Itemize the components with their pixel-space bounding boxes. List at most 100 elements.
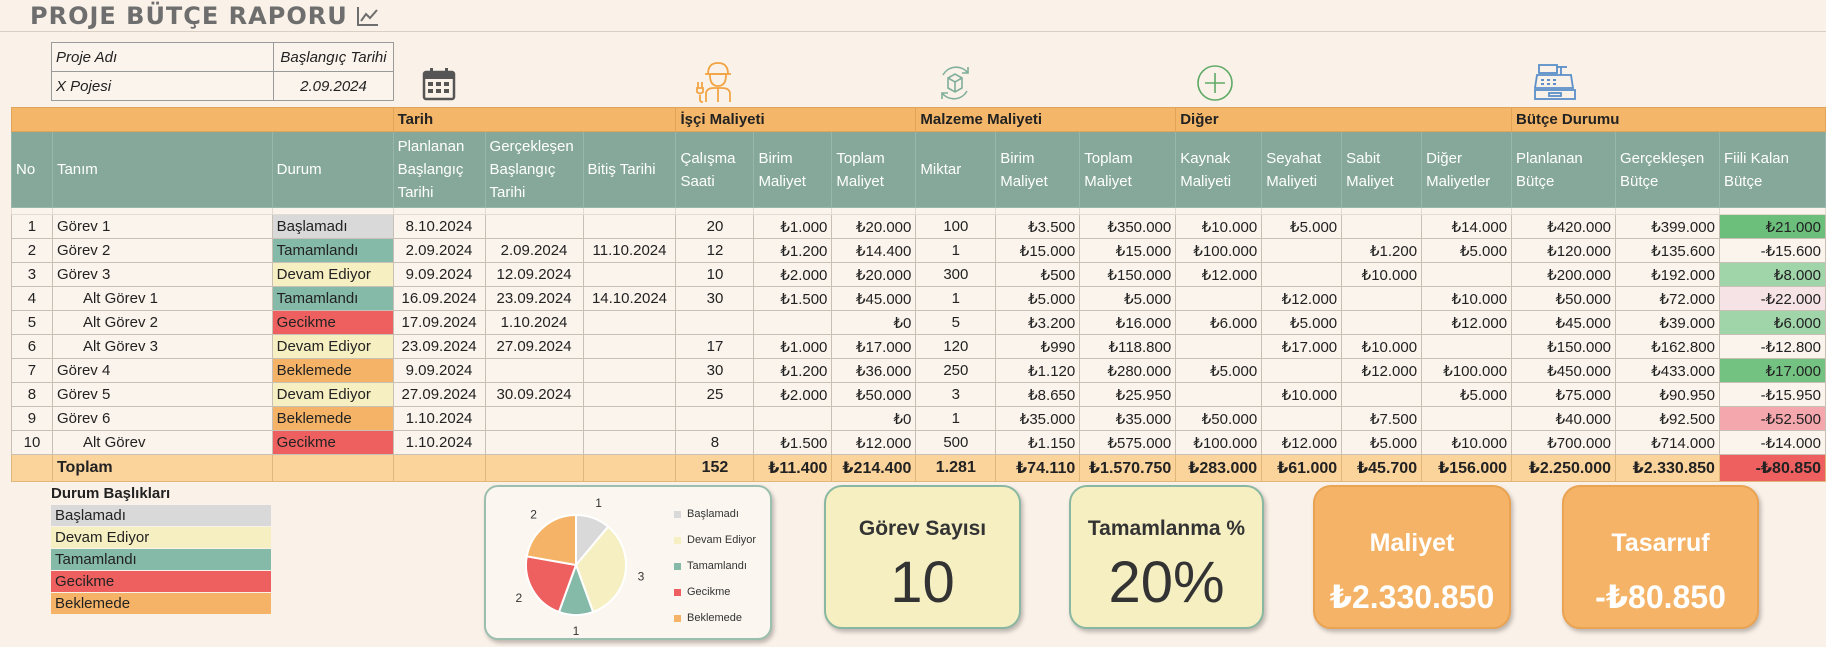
cell-miktar[interactable]: 1 [915, 238, 997, 263]
cell-malzeme-birim-maliyet[interactable]: ₺990 [995, 334, 1081, 359]
cell-sabit-maliyet[interactable] [1341, 310, 1423, 335]
cell-diger-maliyetler[interactable] [1421, 334, 1513, 359]
cell-diger-maliyetler[interactable]: ₺5.000 [1421, 238, 1513, 263]
cell-malzeme-toplam-maliyet[interactable]: ₺5.000 [1079, 286, 1177, 311]
cell-tanim[interactable]: Alt Görev 1 [51, 286, 273, 311]
cell-fiili-kalan-butce[interactable]: -₺14.000 [1718, 430, 1826, 455]
cell-kaynak-maliyeti[interactable]: ₺100.000 [1175, 430, 1263, 455]
cell-planlanan-butce[interactable]: ₺150.000 [1511, 334, 1616, 359]
cell-kaynak-maliyeti[interactable]: ₺100.000 [1175, 238, 1263, 263]
cell-gerceklesen-butce[interactable]: ₺433.000 [1615, 358, 1720, 383]
cell-fiili-kalan-butce[interactable]: ₺17.000 [1718, 358, 1826, 383]
cell-kaynak-maliyeti[interactable]: ₺5.000 [1175, 358, 1263, 383]
cell-isci-toplam-maliyet[interactable]: ₺20.000 [831, 214, 917, 239]
cell-tanim[interactable]: Görev 4 [51, 358, 273, 383]
cell-gerceklesen-baslangic[interactable] [484, 406, 584, 431]
cell-planlanan-baslangic[interactable]: 9.09.2024 [392, 358, 486, 383]
cell-bitis-tarihi[interactable] [582, 310, 677, 335]
cell-bitis-tarihi[interactable] [582, 214, 677, 239]
cell-durum[interactable]: Tamamlandı [271, 286, 394, 311]
cell-calisma-saati[interactable]: 30 [675, 358, 755, 383]
cell-seyahat-maliyeti[interactable] [1261, 238, 1343, 263]
cell-no[interactable]: 8 [11, 382, 53, 407]
cell-tanim[interactable]: Görev 3 [51, 262, 273, 287]
cell-calisma-saati[interactable] [675, 310, 755, 335]
cell-gerceklesen-baslangic[interactable]: 23.09.2024 [484, 286, 584, 311]
cell-miktar[interactable]: 5 [915, 310, 997, 335]
cell-planlanan-baslangic[interactable]: 1.10.2024 [392, 430, 486, 455]
cell-planlanan-baslangic[interactable]: 23.09.2024 [392, 334, 486, 359]
cell-isci-birim-maliyet[interactable]: ₺1.000 [753, 214, 833, 239]
cell-seyahat-maliyeti[interactable]: ₺5.000 [1261, 214, 1343, 239]
cell-malzeme-toplam-maliyet[interactable]: ₺35.000 [1079, 406, 1177, 431]
cell-malzeme-birim-maliyet[interactable]: ₺500 [995, 262, 1081, 287]
cell-gerceklesen-butce[interactable]: ₺162.800 [1615, 334, 1720, 359]
cell-isci-birim-maliyet[interactable] [753, 406, 833, 431]
cell-planlanan-butce[interactable]: ₺75.000 [1511, 382, 1616, 407]
cell-isci-toplam-maliyet[interactable]: ₺17.000 [831, 334, 917, 359]
cell-bitis-tarihi[interactable]: 11.10.2024 [582, 238, 677, 263]
cell-seyahat-maliyeti[interactable]: ₺17.000 [1261, 334, 1343, 359]
cell-malzeme-birim-maliyet[interactable]: ₺3.200 [995, 310, 1081, 335]
cell-calisma-saati[interactable] [675, 406, 755, 431]
cell-isci-toplam-maliyet[interactable]: ₺20.000 [831, 262, 917, 287]
cell-gerceklesen-butce[interactable]: ₺90.950 [1615, 382, 1720, 407]
cell-seyahat-maliyeti[interactable] [1261, 262, 1343, 287]
cell-planlanan-baslangic[interactable]: 27.09.2024 [392, 382, 486, 407]
cell-malzeme-birim-maliyet[interactable]: ₺35.000 [995, 406, 1081, 431]
cell-isci-birim-maliyet[interactable]: ₺2.000 [753, 262, 833, 287]
cell-tanim[interactable]: Alt Görev 2 [51, 310, 273, 335]
cell-fiili-kalan-butce[interactable]: ₺8.000 [1718, 262, 1826, 287]
cell-durum[interactable]: Devam Ediyor [271, 334, 394, 359]
cell-malzeme-toplam-maliyet[interactable]: ₺575.000 [1079, 430, 1177, 455]
cell-durum[interactable]: Beklemede [271, 406, 394, 431]
cell-tanim[interactable]: Görev 6 [51, 406, 273, 431]
cell-miktar[interactable]: 100 [915, 214, 997, 239]
cell-kaynak-maliyeti[interactable]: ₺50.000 [1175, 406, 1263, 431]
cell-isci-birim-maliyet[interactable]: ₺1.500 [753, 430, 833, 455]
cell-malzeme-birim-maliyet[interactable]: ₺1.120 [995, 358, 1081, 383]
cell-planlanan-baslangic[interactable]: 9.09.2024 [392, 262, 486, 287]
cell-calisma-saati[interactable]: 25 [675, 382, 755, 407]
cell-malzeme-toplam-maliyet[interactable]: ₺280.000 [1079, 358, 1177, 383]
cell-malzeme-birim-maliyet[interactable]: ₺3.500 [995, 214, 1081, 239]
cell-calisma-saati[interactable]: 20 [675, 214, 755, 239]
cell-malzeme-birim-maliyet[interactable]: ₺1.150 [995, 430, 1081, 455]
cell-gerceklesen-butce[interactable]: ₺72.000 [1615, 286, 1720, 311]
cell-no[interactable]: 7 [11, 358, 53, 383]
cell-malzeme-toplam-maliyet[interactable]: ₺25.950 [1079, 382, 1177, 407]
cell-gerceklesen-butce[interactable]: ₺192.000 [1615, 262, 1720, 287]
cell-isci-toplam-maliyet[interactable]: ₺50.000 [831, 382, 917, 407]
cell-tanim[interactable]: Alt Görev [51, 430, 273, 455]
cell-planlanan-baslangic[interactable]: 1.10.2024 [392, 406, 486, 431]
cell-sabit-maliyet[interactable]: ₺7.500 [1341, 406, 1423, 431]
cell-tanim[interactable]: Görev 1 [51, 214, 273, 239]
cell-tanim[interactable]: Görev 2 [51, 238, 273, 263]
cell-kaynak-maliyeti[interactable]: ₺6.000 [1175, 310, 1263, 335]
cell-planlanan-butce[interactable]: ₺420.000 [1511, 214, 1616, 239]
cell-no[interactable]: 6 [11, 334, 53, 359]
cell-seyahat-maliyeti[interactable]: ₺12.000 [1261, 286, 1343, 311]
cell-calisma-saati[interactable]: 17 [675, 334, 755, 359]
cell-diger-maliyetler[interactable]: ₺5.000 [1421, 382, 1513, 407]
cell-gerceklesen-butce[interactable]: ₺92.500 [1615, 406, 1720, 431]
cell-sabit-maliyet[interactable]: ₺5.000 [1341, 430, 1423, 455]
cell-no[interactable]: 3 [11, 262, 53, 287]
cell-bitis-tarihi[interactable] [582, 382, 677, 407]
cell-seyahat-maliyeti[interactable]: ₺10.000 [1261, 382, 1343, 407]
cell-tanim[interactable]: Görev 5 [51, 382, 273, 407]
cell-fiili-kalan-butce[interactable]: -₺12.800 [1718, 334, 1826, 359]
cell-sabit-maliyet[interactable]: ₺1.200 [1341, 238, 1423, 263]
cell-no[interactable]: 5 [11, 310, 53, 335]
cell-no[interactable]: 2 [11, 238, 53, 263]
cell-diger-maliyetler[interactable]: ₺100.000 [1421, 358, 1513, 383]
cell-malzeme-birim-maliyet[interactable]: ₺8.650 [995, 382, 1081, 407]
start-date-value[interactable]: 2.09.2024 [273, 71, 394, 101]
cell-sabit-maliyet[interactable]: ₺10.000 [1341, 334, 1423, 359]
cell-miktar[interactable]: 120 [915, 334, 997, 359]
cell-seyahat-maliyeti[interactable] [1261, 406, 1343, 431]
cell-diger-maliyetler[interactable]: ₺14.000 [1421, 214, 1513, 239]
cell-kaynak-maliyeti[interactable]: ₺12.000 [1175, 262, 1263, 287]
cell-miktar[interactable]: 300 [915, 262, 997, 287]
cell-gerceklesen-baslangic[interactable]: 1.10.2024 [484, 310, 584, 335]
